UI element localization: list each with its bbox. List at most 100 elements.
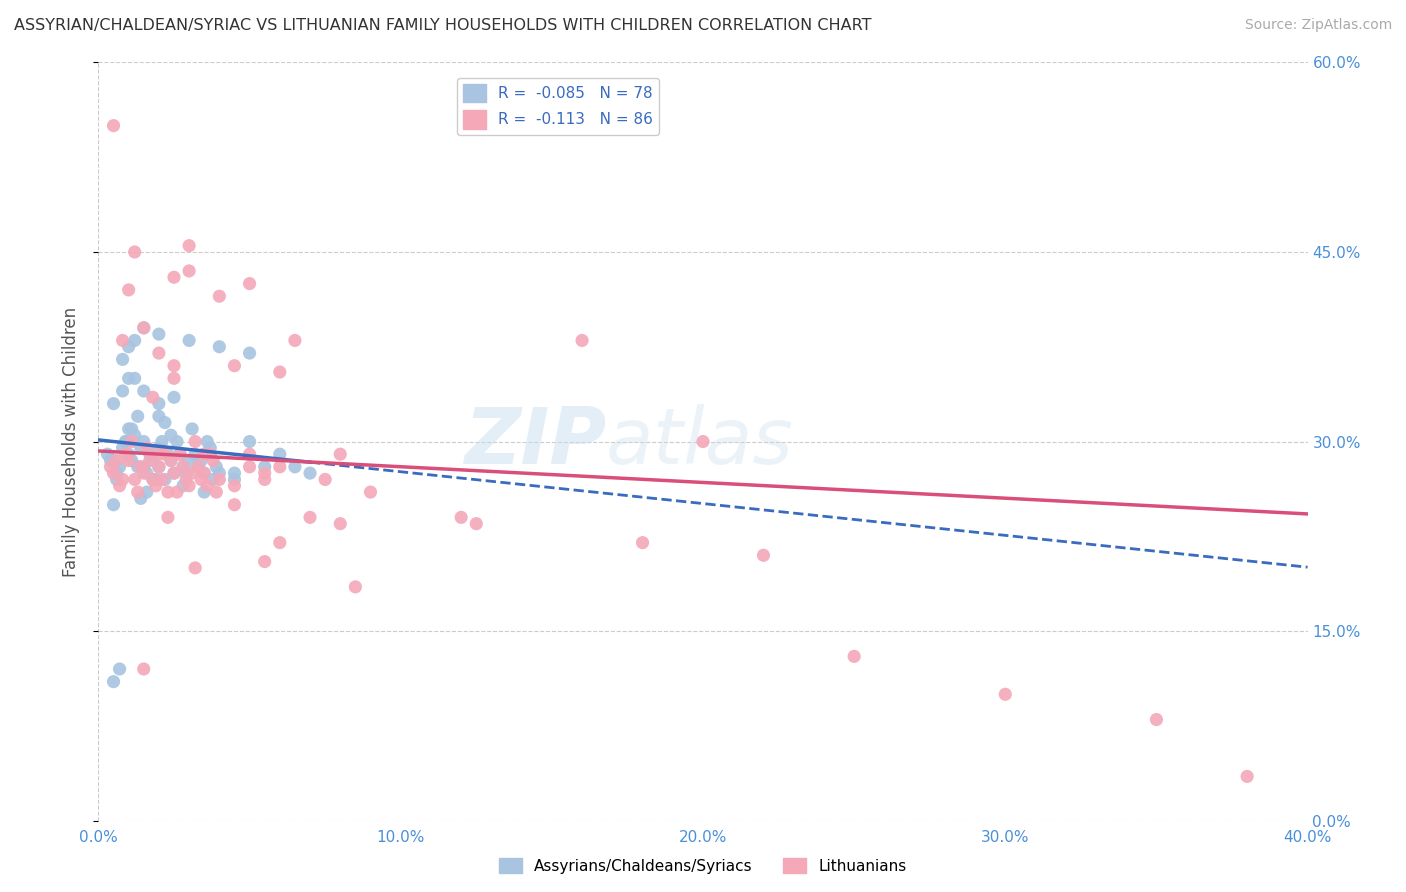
Point xyxy=(132,434,155,449)
Point xyxy=(752,548,775,563)
Point xyxy=(269,447,291,461)
Point xyxy=(111,352,134,367)
Point xyxy=(184,561,207,575)
Point xyxy=(148,441,170,455)
Point xyxy=(205,485,228,500)
Point xyxy=(118,447,141,461)
Point xyxy=(163,359,186,373)
Point xyxy=(114,447,136,461)
Point xyxy=(127,409,149,424)
Point xyxy=(132,384,155,398)
Point xyxy=(163,390,186,404)
Point xyxy=(465,516,488,531)
Point xyxy=(156,485,179,500)
Point xyxy=(179,264,201,278)
Point xyxy=(114,434,136,449)
Point xyxy=(103,498,125,512)
Point xyxy=(239,346,262,360)
Point xyxy=(179,334,201,348)
Point xyxy=(118,422,141,436)
Point xyxy=(139,447,162,461)
Point xyxy=(111,384,134,398)
Point xyxy=(195,434,218,449)
Point xyxy=(1236,769,1258,783)
Point xyxy=(145,473,167,487)
Point xyxy=(224,359,246,373)
Point xyxy=(129,491,152,506)
Text: ZIP: ZIP xyxy=(464,403,606,480)
Point xyxy=(142,473,165,487)
Point xyxy=(190,473,212,487)
Point xyxy=(269,459,291,474)
Point xyxy=(153,473,176,487)
Point xyxy=(253,473,276,487)
Point xyxy=(208,466,231,480)
Point xyxy=(148,459,170,474)
Point xyxy=(124,473,146,487)
Point xyxy=(121,453,143,467)
Point xyxy=(208,289,231,303)
Point xyxy=(163,371,186,385)
Point xyxy=(118,453,141,467)
Point xyxy=(299,466,322,480)
Point xyxy=(284,334,307,348)
Point xyxy=(118,371,141,385)
Point xyxy=(139,453,162,467)
Point xyxy=(187,459,209,474)
Point xyxy=(142,453,165,467)
Point xyxy=(127,459,149,474)
Point xyxy=(111,334,134,348)
Point xyxy=(239,447,262,461)
Point xyxy=(172,459,194,474)
Point xyxy=(96,447,118,461)
Point xyxy=(124,244,146,259)
Point xyxy=(172,479,194,493)
Point xyxy=(108,479,131,493)
Point xyxy=(269,365,291,379)
Point xyxy=(160,453,183,467)
Point xyxy=(145,479,167,493)
Point xyxy=(200,441,222,455)
Point xyxy=(111,441,134,455)
Point xyxy=(127,485,149,500)
Point xyxy=(160,428,183,442)
Point xyxy=(132,321,155,335)
Y-axis label: Family Households with Children: Family Households with Children xyxy=(62,307,80,576)
Point xyxy=(166,434,188,449)
Point xyxy=(179,453,201,467)
Point xyxy=(172,459,194,474)
Point xyxy=(135,466,157,480)
Point xyxy=(200,447,222,461)
Point xyxy=(148,409,170,424)
Point xyxy=(208,473,231,487)
Point xyxy=(239,434,262,449)
Point xyxy=(103,396,125,410)
Point xyxy=(269,535,291,549)
Point xyxy=(181,466,204,480)
Point xyxy=(184,447,207,461)
Point xyxy=(105,453,128,467)
Point xyxy=(150,473,173,487)
Point xyxy=(169,447,191,461)
Point xyxy=(692,434,714,449)
Point xyxy=(239,277,262,291)
Point xyxy=(153,447,176,461)
Point xyxy=(360,485,382,500)
Point xyxy=(190,453,212,467)
Point xyxy=(193,466,215,480)
Point xyxy=(163,270,186,285)
Point xyxy=(103,674,125,689)
Point xyxy=(284,459,307,474)
Point xyxy=(156,510,179,524)
Legend: Assyrians/Chaldeans/Syriacs, Lithuanians: Assyrians/Chaldeans/Syriacs, Lithuanians xyxy=(494,852,912,880)
Point xyxy=(187,459,209,474)
Point xyxy=(193,485,215,500)
Point xyxy=(253,459,276,474)
Point xyxy=(224,479,246,493)
Point xyxy=(844,649,866,664)
Point xyxy=(314,473,336,487)
Point xyxy=(193,447,215,461)
Point xyxy=(148,447,170,461)
Point xyxy=(142,390,165,404)
Point xyxy=(103,466,125,480)
